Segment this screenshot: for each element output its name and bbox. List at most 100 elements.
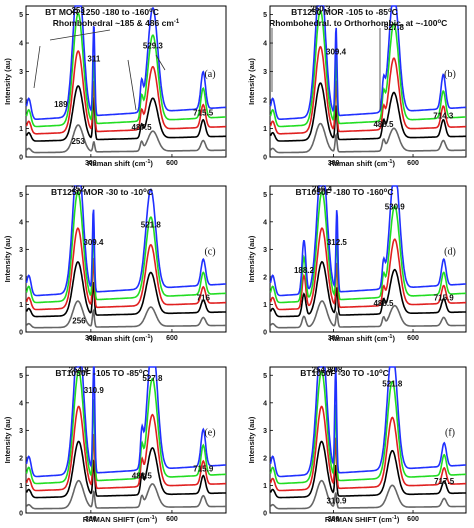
peak-label: 253 bbox=[71, 6, 85, 15]
panel-label: (f) bbox=[445, 428, 455, 439]
spectrum-line-4 bbox=[25, 370, 226, 485]
spectrum-line-4 bbox=[269, 9, 466, 128]
peak-label: 250.3 bbox=[310, 5, 331, 14]
spectrum-line-4 bbox=[269, 190, 466, 304]
y-axis-label: Intensity (au) bbox=[247, 58, 256, 105]
peak-label: 717.5 bbox=[434, 477, 455, 486]
spectrum-line-3 bbox=[269, 45, 466, 135]
y-tick-label: 3 bbox=[263, 428, 267, 435]
spectrum-line-1 bbox=[25, 124, 226, 154]
y-tick-label: 1 bbox=[263, 126, 267, 133]
peak-label: 527.8 bbox=[142, 374, 163, 383]
x-tick-label: 300 bbox=[85, 160, 97, 167]
peak-label: 310.9 bbox=[84, 386, 105, 395]
panel-d: 0 1 2 3 4 5 300 600 Raman shift (cm-1) Intensity … bbox=[247, 185, 467, 343]
peak-label: 530.9 bbox=[385, 202, 406, 211]
x-tick-label: 600 bbox=[407, 516, 419, 523]
spectrum-line-3 bbox=[269, 405, 466, 492]
y-tick-label: 1 bbox=[19, 483, 23, 490]
y-tick-label: 1 bbox=[263, 483, 267, 490]
spectrum-line-1 bbox=[269, 479, 466, 510]
y-tick-label: 4 bbox=[263, 219, 267, 226]
y-axis-label: Intensity (au) bbox=[3, 58, 12, 105]
x-tick-label: 600 bbox=[166, 335, 178, 342]
y-tick-label: 0 bbox=[19, 330, 23, 337]
spectrum-line-1 bbox=[269, 122, 466, 154]
peak-label: 715.9 bbox=[434, 293, 455, 302]
panel-title: BT1050F -105 TO -85oC bbox=[55, 368, 148, 378]
y-axis-label: Intensity (au) bbox=[247, 235, 256, 282]
x-axis-label: Raman shift (cm-1) bbox=[87, 334, 153, 343]
y-tick-label: 5 bbox=[263, 12, 267, 19]
peak-label: 252 bbox=[71, 185, 85, 194]
spectrum-line-2 bbox=[269, 440, 466, 499]
y-tick-label: 0 bbox=[263, 155, 267, 162]
peak-label: 488.5 bbox=[132, 472, 153, 481]
peak-label: 309.4 bbox=[83, 238, 104, 247]
y-tick-label: 2 bbox=[263, 455, 267, 462]
y-tick-label: 5 bbox=[263, 373, 267, 380]
y-tick-label: 0 bbox=[19, 511, 23, 518]
y-tick-label: 5 bbox=[263, 192, 267, 199]
spectrum-line-1 bbox=[25, 300, 226, 329]
spectrum-line-5 bbox=[269, 5, 466, 120]
y-tick-label: 4 bbox=[263, 41, 267, 48]
y-axis-label: Intensity (au) bbox=[3, 416, 12, 463]
plot-frame bbox=[25, 366, 227, 514]
peak-label: 253 bbox=[71, 137, 85, 146]
peak-label: 254.8 bbox=[312, 366, 333, 375]
peak-label: 715.5 bbox=[193, 109, 214, 118]
panel-b: 0 1 2 3 4 5 300 600 Raman shift (cm-1) Intensity … bbox=[247, 5, 467, 168]
y-axis-label: Intensity (au) bbox=[3, 235, 12, 282]
panel-annotation: Rhombohedral ~185 & 486 cm-1 bbox=[53, 18, 180, 28]
y-tick-label: 5 bbox=[19, 192, 23, 199]
peak-label: 309.4 bbox=[326, 47, 347, 56]
spectrum-line-2 bbox=[25, 440, 226, 499]
y-tick-label: 2 bbox=[19, 98, 23, 105]
peak-label: 488.5 bbox=[373, 120, 394, 129]
spectrum-line-4 bbox=[25, 190, 226, 304]
spectrum-line-3 bbox=[269, 227, 466, 311]
annotation-arrow bbox=[49, 29, 111, 41]
spectrum-line-1 bbox=[25, 479, 226, 510]
y-tick-label: 3 bbox=[19, 69, 23, 76]
x-axis-label: Raman shift (cm-1) bbox=[87, 159, 153, 168]
peak-label: 308 bbox=[329, 366, 343, 375]
annotation-arrow bbox=[127, 59, 137, 111]
x-tick-label: 300 bbox=[328, 160, 340, 167]
x-tick-label: 600 bbox=[407, 335, 419, 342]
y-tick-label: 2 bbox=[263, 98, 267, 105]
plot-frame bbox=[269, 366, 467, 514]
peak-label: 487.5 bbox=[132, 123, 153, 132]
y-tick-label: 4 bbox=[19, 41, 23, 48]
y-tick-label: 4 bbox=[19, 400, 23, 407]
peak-label: 488.5 bbox=[373, 299, 394, 308]
spectrum-line-2 bbox=[269, 82, 466, 142]
panel-title: BT1250 MOR -30 to -10oC bbox=[51, 187, 153, 197]
panel-c: 0 1 2 3 4 5 300 600 Raman shift (cm-1) Intensity … bbox=[3, 185, 227, 343]
spectrum-line-5 bbox=[269, 366, 466, 478]
annotation-arrow bbox=[155, 54, 166, 71]
panel-e: 0 1 2 3 4 5 300 600 RAMAN SHIFT (cm-1) Intensity … bbox=[3, 366, 227, 524]
x-axis-label: RAMAN SHIFT (cm-1) bbox=[83, 515, 158, 524]
peak-label: 188.2 bbox=[294, 266, 315, 275]
x-tick-label: 300 bbox=[328, 335, 340, 342]
spectrum-line-4 bbox=[25, 12, 226, 128]
spectrum-line-2 bbox=[25, 260, 226, 318]
y-tick-label: 1 bbox=[263, 302, 267, 309]
x-tick-label: 300 bbox=[328, 516, 340, 523]
x-tick-label: 600 bbox=[166, 160, 178, 167]
plot-frame bbox=[269, 185, 467, 333]
y-tick-label: 4 bbox=[19, 219, 23, 226]
y-tick-label: 0 bbox=[263, 511, 267, 518]
x-tick-label: 300 bbox=[85, 335, 97, 342]
spectrum-line-4 bbox=[269, 370, 466, 485]
peak-label: 529.3 bbox=[143, 42, 164, 51]
spectrum-line-1 bbox=[269, 300, 466, 329]
plot-frame bbox=[269, 5, 467, 158]
peak-label: 714.3 bbox=[433, 112, 454, 121]
plot-frame bbox=[25, 5, 227, 158]
panel-label: (a) bbox=[204, 69, 215, 80]
y-tick-label: 5 bbox=[19, 373, 23, 380]
